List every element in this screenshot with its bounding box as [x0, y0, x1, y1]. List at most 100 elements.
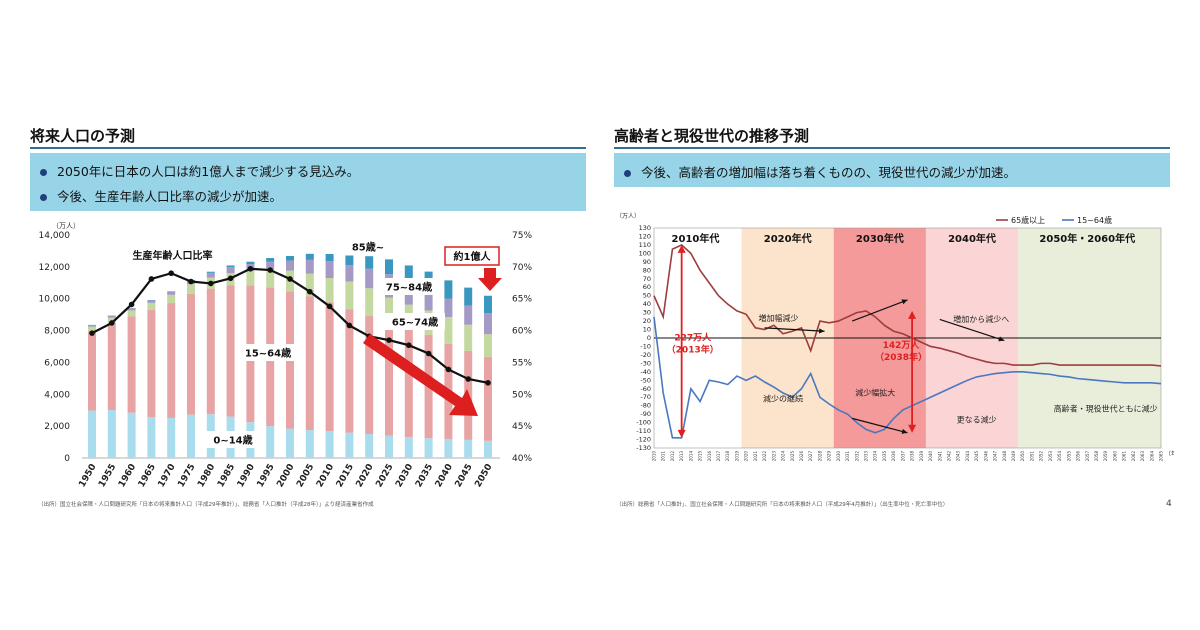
bar-segment — [147, 417, 156, 458]
bar-segment — [127, 310, 136, 317]
x-tick-label: 2020 — [355, 463, 376, 490]
y-tick-label: 110 — [639, 241, 651, 249]
x-tick-label: 2021 — [753, 451, 758, 462]
bar-segment — [167, 291, 176, 292]
right-bullet-box: 今後、高齢者の増加幅は落ち着くものの、現役世代の減少が加速。 — [614, 153, 1170, 187]
bar-segment — [345, 255, 354, 266]
bar-segment — [444, 438, 453, 458]
ratio-point — [168, 270, 174, 277]
x-tick-label: 2035 — [414, 463, 435, 490]
ratio-point — [445, 366, 452, 373]
y-tick-label: 80 — [643, 266, 651, 274]
y-tick-label: 2,000 — [44, 422, 70, 432]
x-tick-label: 2043 — [956, 451, 961, 462]
x-tick-label: 2028 — [817, 451, 822, 462]
x-tick-label: 2044 — [965, 451, 970, 462]
x-tick-label: 2038 — [910, 451, 915, 462]
age85-label: 85歳~ — [352, 241, 384, 254]
ratio-point — [128, 301, 135, 308]
left-panel-title: 将来人口の予測 — [30, 127, 136, 145]
x-tick-label: 2000 — [275, 463, 296, 490]
bar-segment — [464, 287, 473, 306]
y-tick-label: 70 — [643, 275, 651, 283]
decade-label: 2010年代 — [672, 232, 720, 245]
y-tick-label: 120 — [639, 232, 651, 240]
bar-segment — [345, 265, 354, 282]
y-tick-label: 10,000 — [39, 295, 71, 305]
right-source: （出所）総務省「人口推計」、国立社会保障・人口問題研究所「日本の将来推計人口（平… — [616, 502, 949, 508]
bar-segment — [484, 334, 492, 357]
bar-segment — [424, 290, 433, 311]
y-tick-label: -30 — [640, 359, 651, 367]
y-tick-label: 12,000 — [39, 263, 71, 273]
y-tick-label: -100 — [636, 419, 651, 427]
bar-segment — [345, 309, 354, 433]
y2-tick-label: 50% — [512, 390, 532, 400]
y-tick-label: 20 — [643, 317, 651, 325]
x-tick-label: 2060 — [1112, 451, 1117, 462]
annotation-a6: 高齢者・現役世代ともに減少 — [1054, 404, 1158, 414]
age15-label: 15~64歳 — [245, 347, 291, 360]
bar-segment — [464, 305, 473, 325]
y-tick-label: -110 — [636, 427, 651, 435]
bar-segment — [246, 261, 255, 265]
ratio-point — [208, 280, 214, 287]
annotation-a2: 増加から減少へ — [953, 314, 1009, 324]
oku-label: 約1億人 — [454, 250, 492, 263]
ratio-point — [267, 267, 273, 273]
bar-segment — [345, 432, 354, 458]
bar-segment — [266, 269, 275, 288]
bar-segment — [226, 267, 235, 274]
trend-arrow-1-head — [818, 328, 825, 334]
bar-segment — [444, 298, 453, 317]
ratio-point — [307, 288, 313, 295]
annotation-a1: 増加幅減少 — [758, 313, 798, 323]
bar-segment — [167, 303, 176, 418]
bar-segment — [365, 256, 374, 269]
x-tick-label: 2064 — [1149, 451, 1154, 462]
y2-tick-label: 45% — [512, 422, 532, 432]
ratio-point — [485, 380, 491, 386]
x-tick-label: 1965 — [137, 463, 158, 490]
bar-segment — [484, 313, 492, 335]
bar-segment — [226, 265, 235, 268]
y-axis-label: （万人） — [52, 222, 80, 230]
ratio-label-box — [125, 247, 220, 263]
age75-label: 75~84歳 — [386, 281, 432, 294]
bar-segment — [484, 440, 492, 458]
x-tick-label: 2057 — [1085, 451, 1090, 462]
span-2038-value: 142万人 — [883, 339, 921, 351]
ratio-label: 生産年齢人口比率 — [133, 249, 213, 262]
bar-segment — [325, 261, 334, 279]
bar-segment — [385, 297, 393, 322]
series-line-15to64 — [653, 316, 1162, 439]
x-tick-label: 1970 — [157, 463, 178, 490]
x-tick-label: 2034 — [873, 451, 878, 462]
decade-label: 2020年代 — [764, 232, 812, 245]
x-tick-label: 2039 — [919, 451, 924, 462]
ratio-point — [326, 303, 333, 310]
x-tick-label: 2058 — [1094, 451, 1099, 462]
bar-segment — [88, 331, 96, 411]
span-2038-year: （2038年） — [875, 351, 927, 363]
y-tick-label: 8,000 — [44, 327, 70, 337]
x-tick-label: 2026 — [799, 451, 804, 462]
x-tick-label: 2050 — [473, 463, 494, 490]
bar-segment — [365, 433, 374, 458]
x-tick-label: 2045 — [454, 463, 475, 490]
x-tick-label: 2061 — [1122, 451, 1127, 462]
x-tick-label: 2045 — [974, 451, 979, 462]
x-tick-label: 2010 — [315, 463, 336, 490]
bar-segment — [325, 278, 334, 303]
bar-segment — [286, 260, 294, 271]
x-tick-label: 2017 — [716, 451, 721, 462]
x-tick-label: 2010 — [652, 451, 657, 462]
x-tick-label: 2016 — [707, 451, 712, 462]
trend-arrow-4-head — [901, 428, 908, 434]
x-tick-label: 2015 — [698, 451, 703, 462]
x-tick-label: 2053 — [1048, 451, 1053, 462]
y-tick-label: 90 — [643, 258, 651, 266]
y-tick-label: 10 — [643, 326, 651, 334]
trend-arrow-3-head — [998, 336, 1005, 342]
age15-label-box — [237, 344, 299, 361]
